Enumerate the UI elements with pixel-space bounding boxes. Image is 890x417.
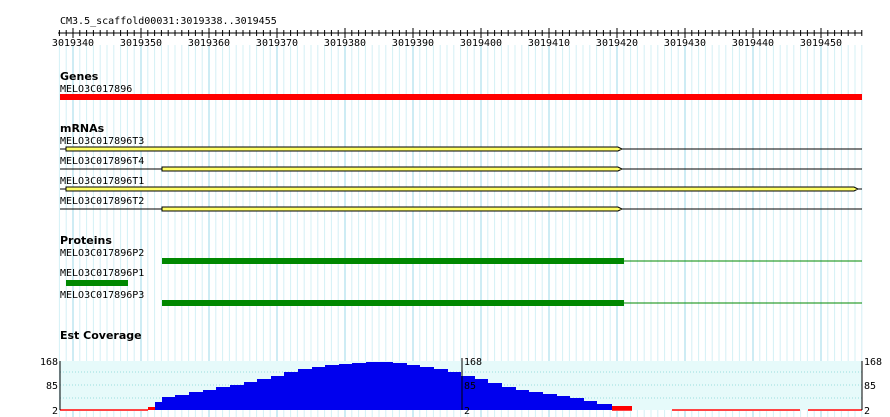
ruler-label: 3019370 (256, 38, 298, 49)
ruler-label: 3019420 (596, 38, 638, 49)
ruler-label: 3019410 (528, 38, 570, 49)
region-title: CM3.5_scaffold00031:3019338..3019455 (60, 16, 277, 27)
mrna-bar (65, 146, 624, 152)
coverage-track: 168 85 2 168 85 2 168 85 2 (40, 357, 882, 417)
coverage-scale: 85 (464, 381, 476, 392)
mrna-bar (161, 206, 624, 212)
mrna-track: MELO3C017896T3 MELO3C017896T4 MELO3C0178… (60, 136, 862, 212)
protein-bar (162, 300, 624, 306)
coverage-area (155, 362, 612, 410)
coverage-low (148, 407, 155, 410)
ruler-label: 3019440 (732, 38, 774, 49)
feature-label: MELO3C017896T1 (60, 176, 144, 187)
ruler-label: 3019450 (800, 38, 842, 49)
coverage-scale: 2 (864, 406, 870, 417)
protein-bar (162, 258, 624, 264)
feature-label: MELO3C017896 (60, 84, 132, 95)
feature-label: MELO3C017896P3 (60, 290, 144, 301)
coverage-scale: 168 (40, 357, 58, 368)
ruler: 3019340 3019350 3019360 3019370 3019380 30193… (52, 28, 863, 49)
feature-label: MELO3C017896P1 (60, 268, 144, 279)
ruler-label: 3019400 (460, 38, 502, 49)
track-label: Genes (60, 70, 99, 83)
coverage-scale: 85 (46, 381, 58, 392)
protein-track: MELO3C017896P2 MELO3C017896P1 MELO3C0178… (60, 248, 862, 306)
ruler-label: 3019430 (664, 38, 706, 49)
coverage-scale: 168 (464, 357, 482, 368)
track-label: Est Coverage (60, 329, 142, 342)
protein-bar (66, 280, 128, 286)
ruler-label: 3019380 (324, 38, 366, 49)
coverage-scale: 2 (464, 406, 470, 417)
coverage-axis (59, 358, 863, 410)
track-label: Proteins (60, 234, 112, 247)
gene-bar (60, 94, 862, 100)
coverage-low (612, 406, 632, 410)
coverage-scale: 2 (52, 406, 58, 417)
coverage-scale: 85 (864, 381, 876, 392)
feature-label: MELO3C017896T4 (60, 156, 144, 167)
ruler-label: 3019360 (188, 38, 230, 49)
mrna-bar (161, 166, 624, 172)
ruler-label: 3019340 (52, 38, 94, 49)
feature-label: MELO3C017896T3 (60, 136, 144, 147)
track-label: mRNAs (60, 122, 105, 135)
ruler-label: 3019350 (120, 38, 162, 49)
feature-label: MELO3C017896P2 (60, 248, 144, 259)
mrna-bar (65, 186, 860, 192)
ruler-label: 3019390 (392, 38, 434, 49)
grid (58, 45, 863, 417)
coverage-scale: 168 (864, 357, 882, 368)
feature-label: MELO3C017896T2 (60, 196, 144, 207)
